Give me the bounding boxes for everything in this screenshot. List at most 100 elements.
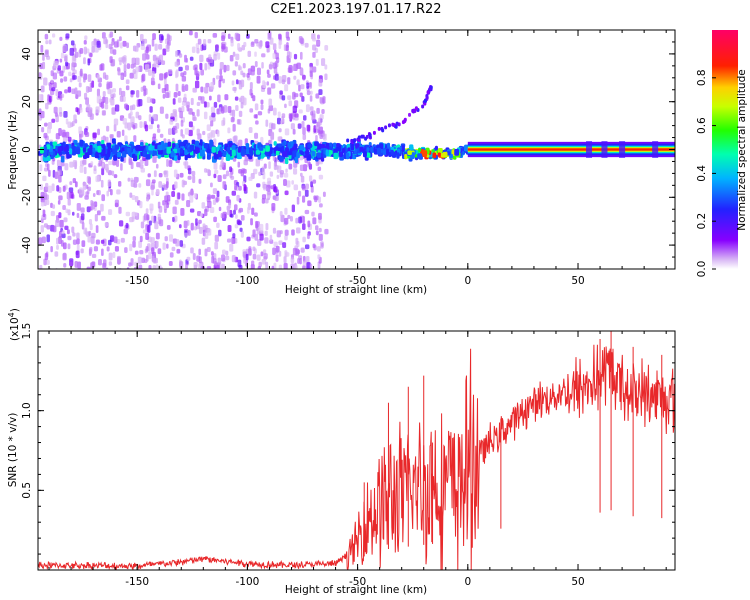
heatmap-cell [254, 103, 259, 111]
y-tick-label: 40 [21, 47, 33, 60]
heatmap-cell [107, 89, 112, 95]
heatmap-cell [235, 53, 240, 61]
heatmap-cell [52, 82, 57, 89]
snr-y-label: SNR (10 * v/v) [7, 413, 19, 488]
heatmap-cell [113, 236, 118, 244]
heatmap-cell [259, 233, 264, 241]
heatmap-cell [220, 212, 225, 219]
heatmap-cell [55, 219, 60, 228]
heatmap-cell [283, 256, 287, 264]
heatmap-cell [284, 207, 288, 215]
heatmap-cell [67, 121, 72, 129]
heatmap-cell [39, 164, 43, 172]
heatmap-cell [228, 202, 232, 209]
heatmap-cell [229, 172, 233, 179]
heatmap-cell [71, 88, 76, 94]
heatmap-cell [310, 185, 314, 193]
heatmap-cell [227, 33, 231, 39]
heatmap-cell [217, 52, 221, 60]
heatmap-cell [275, 254, 279, 262]
heatmap-cell [130, 90, 135, 95]
heatmap-cell [125, 85, 130, 91]
heatmap-cell [136, 90, 140, 98]
heatmap-cell [235, 214, 238, 219]
heatmap-cell [46, 199, 50, 206]
heatmap-cell [102, 96, 106, 103]
x-tick-label: 0 [464, 576, 471, 588]
heatmap-cell [214, 234, 219, 242]
heatmap-cell [112, 148, 117, 155]
heatmap-cell [225, 250, 229, 256]
heatmap-cell [277, 136, 282, 142]
heatmap-cell [318, 126, 323, 134]
heatmap-cell [237, 147, 241, 153]
heatmap-cell [179, 261, 184, 269]
heatmap-cell [162, 48, 167, 56]
heatmap-cell [403, 119, 407, 124]
heatmap-cell [273, 262, 277, 269]
heatmap-cell [274, 161, 277, 167]
heatmap-cell [54, 251, 59, 257]
heatmap-cell [265, 145, 270, 152]
heatmap-cell [238, 81, 243, 90]
heatmap-cell [73, 47, 77, 53]
heatmap-cell [92, 192, 96, 198]
heatmap-cell [79, 47, 84, 54]
heatmap-cell [209, 206, 215, 214]
heatmap-cell [118, 220, 124, 227]
heatmap-cell [174, 181, 178, 189]
heatmap-cell [298, 216, 302, 224]
heatmap-cell [198, 178, 202, 184]
heatmap-cell [195, 218, 198, 226]
heatmap-cell [192, 116, 197, 122]
colorbar-tick-label: 0.0 [696, 261, 708, 278]
heatmap-cell [115, 159, 120, 167]
heatmap-cell [199, 62, 203, 70]
heatmap-cell [429, 85, 433, 90]
heatmap-cell [46, 163, 50, 171]
heatmap-cell [381, 128, 385, 133]
heatmap-cell [113, 118, 119, 126]
heatmap-cell [52, 204, 56, 209]
heatmap-cell [89, 144, 93, 150]
heatmap-cell [100, 203, 104, 212]
heatmap-cell [76, 90, 82, 97]
heatmap-cell [72, 178, 77, 184]
heatmap-cell [290, 257, 295, 264]
heatmap-cell [260, 136, 264, 145]
heatmap-cell [257, 265, 261, 269]
heatmap-cell [122, 40, 127, 47]
heatmap-cell [236, 194, 240, 202]
heatmap-cell [298, 109, 303, 114]
heatmap-cell [364, 136, 368, 141]
heatmap-cell [229, 166, 233, 173]
heatmap-cell [137, 256, 142, 264]
heatmap-cell [294, 113, 299, 118]
heatmap-cell [273, 141, 277, 146]
heatmap-cell [90, 236, 95, 244]
heatmap-cell [296, 80, 300, 86]
heatmap-cell [50, 245, 53, 253]
heatmap-cell [238, 185, 242, 191]
heatmap-cell [101, 248, 104, 257]
heatmap-cell [139, 200, 143, 209]
heatmap-cell [140, 221, 145, 229]
heatmap-cell [248, 127, 253, 133]
heatmap-cell [189, 208, 195, 213]
heatmap-cell [232, 233, 236, 239]
heatmap-cell [183, 97, 186, 102]
heatmap-cell [272, 43, 277, 51]
heatmap-cell [114, 144, 120, 150]
heatmap-cell [152, 133, 157, 139]
heatmap-cell [235, 79, 239, 85]
heatmap-cell [184, 139, 188, 145]
heatmap-cell [170, 112, 174, 118]
heatmap-cell [305, 104, 310, 113]
heatmap-cell [300, 247, 305, 253]
heatmap-cell [345, 152, 350, 160]
heatmap-cell [204, 248, 208, 257]
heatmap-cell [254, 132, 259, 139]
heatmap-cell [91, 147, 96, 153]
heatmap-cell [110, 189, 113, 196]
heatmap-cell [318, 227, 322, 233]
